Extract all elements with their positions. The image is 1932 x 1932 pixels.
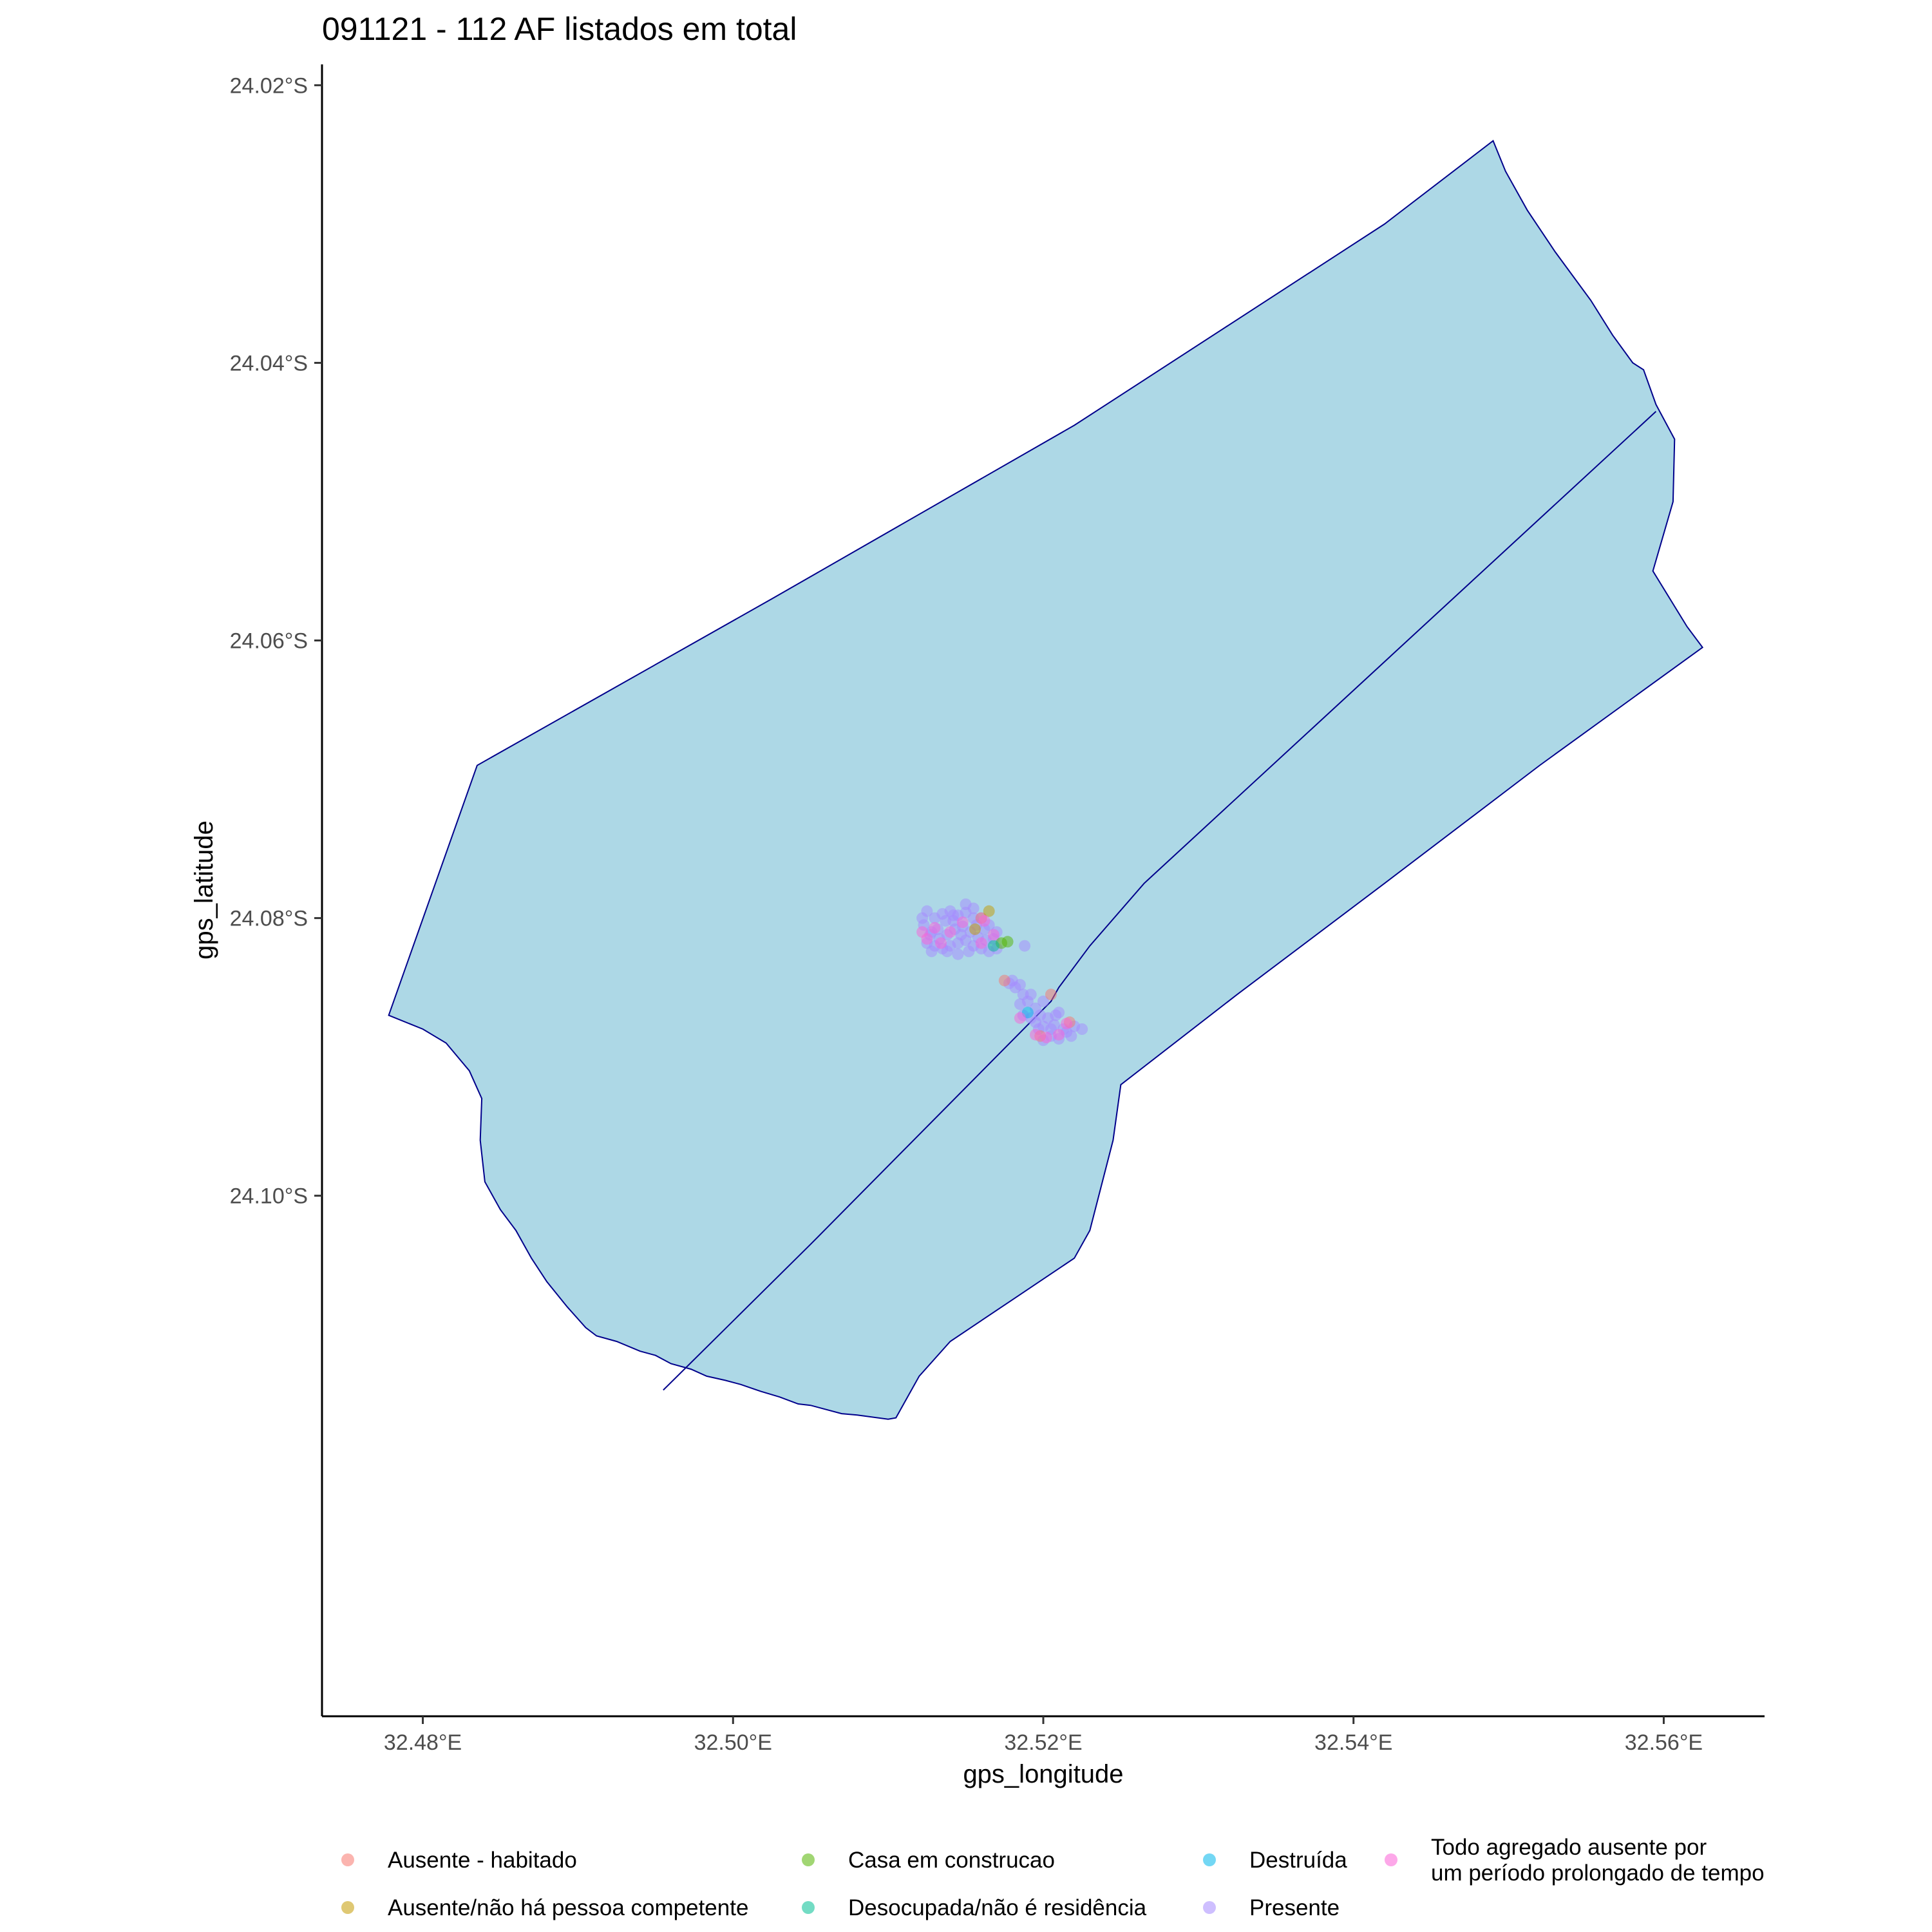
y-axis-title: gps_latitude [190,820,218,960]
data-point [1014,998,1026,1010]
legend-label: Desocupada/não é residência [848,1895,1147,1920]
data-point [916,912,929,924]
y-tick-label: 24.08°S [230,907,308,931]
legend-key [802,1901,815,1914]
data-point [1030,1028,1041,1041]
data-point [998,974,1010,987]
data-point [929,922,941,934]
data-point [1014,1012,1026,1024]
legend-key [802,1853,815,1866]
legend-key [341,1901,354,1914]
data-point [987,940,999,952]
legend-label: Ausente - habitado [388,1848,577,1873]
y-tick-label: 24.10°S [230,1184,308,1209]
legend-key [1203,1853,1216,1866]
y-tick-label: 24.06°S [230,629,308,654]
legend-label-line: Todo agregado ausente por [1431,1835,1707,1860]
points-layer [916,898,1088,1046]
data-point [987,929,999,941]
data-point [935,937,947,949]
chart-title: 091121 - 112 AF listados em total [322,11,797,47]
data-point [1065,1030,1077,1042]
data-point [975,937,987,949]
data-point [952,948,964,960]
legend-key [341,1853,354,1866]
data-point [969,923,981,935]
data-point [955,929,967,941]
x-tick-label: 32.56°E [1625,1730,1703,1755]
data-point [916,926,929,938]
data-point [1050,1009,1062,1021]
x-tick-label: 32.52°E [1004,1730,1082,1755]
legend-item: Ausente/não há pessoa competente [341,1895,748,1920]
legend-label: Todo agregado ausente por um período prol… [1431,1835,1765,1886]
data-point [1019,940,1031,952]
legend-item: Destruída [1203,1848,1347,1873]
x-axis-ticks: 32.48°E 32.50°E 32.52°E 32.54°E 32.56°E [384,1716,1703,1755]
region-boundary [388,140,1704,1420]
legend: Ausente - habitado Ausente/não há pessoa … [341,1835,1765,1920]
legend-item: Ausente - habitado [341,1848,577,1873]
plot-panel [388,140,1704,1420]
data-point [1061,1018,1073,1030]
y-axis-ticks: 24.02°S 24.04°S 24.06°S 24.08°S 24.10°S [230,73,322,1209]
x-tick-label: 32.48°E [384,1730,462,1755]
region-divider-line [663,411,1657,1391]
data-point [956,916,969,929]
x-tick-label: 32.50°E [694,1730,772,1755]
legend-label: Casa em construcao [848,1848,1055,1873]
data-point [1076,1023,1088,1035]
legend-label: Destruída [1249,1848,1347,1873]
legend-item: Desocupada/não é residência [802,1895,1147,1920]
data-point [960,898,972,911]
y-tick-label: 24.04°S [230,351,308,375]
data-point [1045,989,1057,1001]
data-point [944,926,956,938]
data-point [978,914,990,927]
data-point [963,945,975,958]
data-point [1040,1032,1052,1043]
legend-key [1385,1853,1397,1866]
data-point [1037,995,1049,1007]
data-point [978,923,990,935]
data-point [1053,1028,1065,1041]
legend-label: Presente [1249,1895,1340,1920]
legend-item: Casa em construcao [802,1848,1055,1873]
x-axis-title: gps_longitude [963,1760,1123,1788]
data-point [925,945,938,958]
y-tick-label: 24.02°S [230,73,308,98]
x-tick-label: 32.54°E [1314,1730,1392,1755]
legend-key [1203,1901,1216,1914]
legend-label-line: um período prolongado de tempo [1431,1861,1765,1886]
data-point [983,905,995,917]
legend-item: Presente [1203,1895,1340,1920]
legend-label: Ausente/não há pessoa competente [388,1895,748,1920]
legend-item: Todo agregado ausente por um período prol… [1385,1835,1765,1886]
data-point [941,945,953,958]
data-point [947,909,960,922]
